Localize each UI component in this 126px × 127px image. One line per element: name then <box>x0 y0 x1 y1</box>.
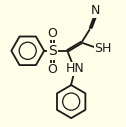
Text: S: S <box>48 44 57 58</box>
Text: O: O <box>47 63 57 76</box>
Text: O: O <box>47 27 57 39</box>
Text: N: N <box>90 4 100 17</box>
Text: SH: SH <box>94 42 111 55</box>
Text: HN: HN <box>66 62 85 75</box>
